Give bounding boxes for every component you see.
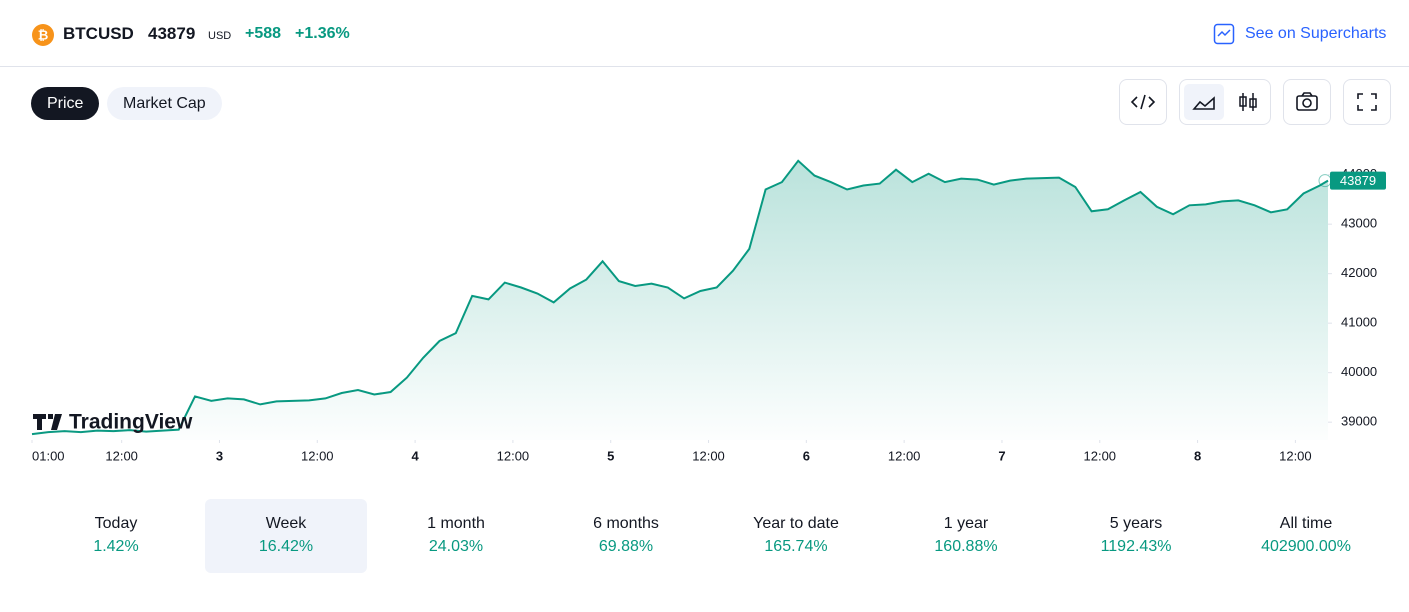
y-tick-label: 43000 [1341,216,1377,231]
period-label: 5 years [1109,515,1163,532]
snapshot-button[interactable] [1283,79,1331,125]
price: 43879 [148,24,196,43]
candle-icon[interactable] [1230,84,1266,120]
bitcoin-icon: ₿ [32,24,54,46]
tab[interactable]: Market Cap [107,87,222,120]
x-tick-label: 7 [998,448,1005,463]
period-value: 1.42% [93,538,139,555]
y-tick-label: 40000 [1341,364,1377,379]
area-fill [32,160,1328,441]
period-value: 1192.43% [1100,538,1172,555]
svg-text:₿: ₿ [38,29,49,44]
area-icon [1192,96,1215,110]
currency: USD [208,30,232,42]
period-value: 160.88% [934,538,998,555]
embed-button[interactable] [1119,79,1167,125]
period-value: 16.42% [258,538,314,555]
period[interactable]: 5 years 1192.43% [1055,499,1217,573]
tv-logo [33,414,62,430]
x-tick-label: 5 [607,448,614,463]
supercharts-link[interactable]: See on Supercharts [1245,25,1387,42]
last-price-tag [1330,171,1386,190]
x-tick-label: 12:00 [497,448,530,463]
x-tick-label: 01:00 [32,448,65,463]
period-label: All time [1279,515,1333,532]
period-value: 402900.00% [1261,538,1351,555]
x-tick-label: 8 [1194,448,1201,463]
x-tick-label: 3 [216,448,223,463]
area-style-button[interactable] [1184,84,1224,120]
fullscreen-button[interactable] [1343,79,1391,125]
price-line [31,159,1329,436]
chart-style-group [1179,79,1271,125]
period[interactable]: 1 month 24.03% [375,499,537,573]
x-tick-label: 6 [803,448,810,463]
period[interactable]: 6 months 69.88% [545,499,707,573]
x-tick-label: 12:00 [105,448,138,463]
y-tick-label: 42000 [1341,265,1377,280]
period[interactable]: Week 16.42% [205,499,367,573]
period-value: 24.03% [428,538,484,555]
period-label: Year to date [753,515,839,532]
y-tick-label: 39000 [1341,414,1377,429]
period-label: Today [94,515,138,532]
period-value: 165.74% [764,538,828,555]
watermark: TradingView [69,411,193,434]
last-price-label: 43879 [1340,173,1376,188]
x-tick-label: 12:00 [301,448,334,463]
x-tick-label: 4 [411,448,419,463]
x-tick-label: 12:00 [692,448,725,463]
period-label: Week [265,515,307,532]
embed-icon [1130,94,1156,110]
x-tick-label: 12:00 [888,448,921,463]
period[interactable]: Today 1.42% [35,499,197,573]
tab[interactable]: Price [31,87,100,120]
period-label: 1 year [943,515,989,532]
change-percent: +1.36% [295,25,350,42]
period-label: 1 month [427,515,485,532]
chart: 39000400004100042000430004400001:0012:00… [31,159,1386,463]
symbol: BTCUSD [63,24,134,43]
supercharts-icon[interactable] [1213,23,1235,45]
period-value: 69.88% [598,538,654,555]
x-tick-label: 12:00 [1084,448,1117,463]
period-label: 6 months [593,515,659,532]
camera-icon [1296,92,1318,111]
header: ₿ BTCUSD 43879 USD +588 +1.36% See on Su… [0,0,1409,67]
y-tick-label: 41000 [1341,315,1377,330]
x-tick-label: 12:00 [1279,448,1312,463]
period[interactable]: Year to date 165.74% [715,499,877,573]
period[interactable]: 1 year 160.88% [885,499,1047,573]
fullscreen-icon [1357,93,1377,111]
period[interactable]: All time 402900.00% [1225,499,1387,573]
change: +588 [245,25,282,42]
